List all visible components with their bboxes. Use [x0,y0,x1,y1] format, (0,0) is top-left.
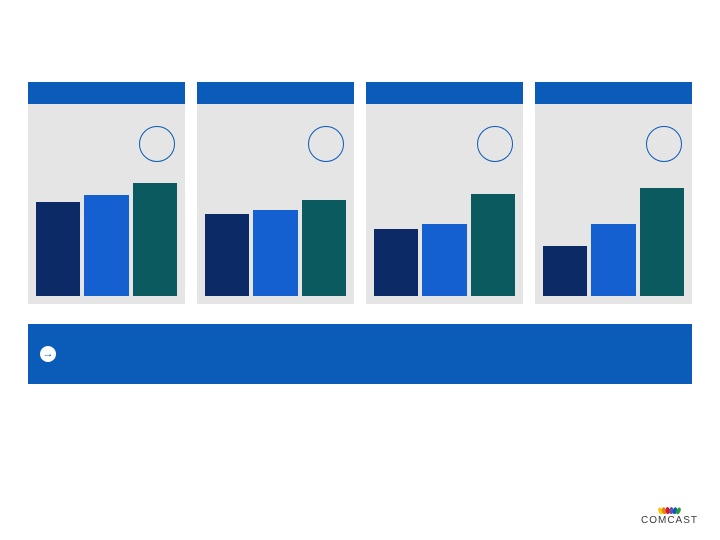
chart-panel [197,82,354,304]
circle-indicator [477,126,513,162]
bar-group [374,176,515,296]
arrow-icon: → [40,346,56,362]
panel-body [535,104,692,304]
bar [640,188,684,296]
bar [471,194,515,296]
bar-group [36,176,177,296]
footer-bar: → [28,324,692,384]
comcast-logo: COMCAST [641,507,698,526]
panel-body [366,104,523,304]
bar [374,229,418,296]
bar [133,183,177,296]
panel-body [28,104,185,304]
circle-indicator [308,126,344,162]
logo-text: COMCAST [641,515,698,526]
chart-panel [28,82,185,304]
panel-header [28,82,185,104]
panel-header [366,82,523,104]
panel-header [197,82,354,104]
arrow-glyph: → [43,349,54,360]
bar [591,224,635,296]
peacock-feather [675,507,682,515]
chart-panels-row [28,82,692,304]
circle-indicator [139,126,175,162]
bar [253,210,297,296]
panel-header [535,82,692,104]
bar [36,202,80,296]
bar [84,195,128,296]
circle-indicator [646,126,682,162]
panel-body [197,104,354,304]
bar [422,224,466,296]
peacock-icon [641,507,698,514]
bar-group [205,176,346,296]
bar [543,246,587,296]
chart-panel [366,82,523,304]
chart-panel [535,82,692,304]
bar [205,214,249,296]
bar-group [543,176,684,296]
bar [302,200,346,296]
